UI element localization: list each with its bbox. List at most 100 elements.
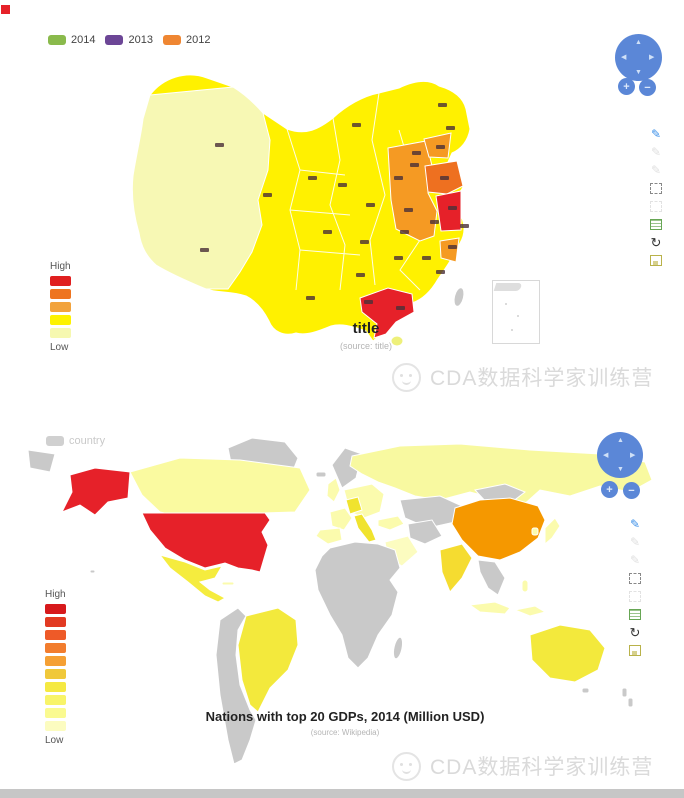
turkey [377,515,405,531]
watermark: CDA数据科学家训练营 [392,362,653,392]
pan-left-icon[interactable]: ◀ [621,54,627,61]
datarange-swatch[interactable] [45,656,66,666]
datarange-swatch[interactable] [50,328,71,338]
corner-red-marker [1,5,10,14]
pan-right-icon[interactable]: ▶ [649,54,655,61]
datarange-swatch[interactable] [45,721,66,731]
save-as-image-icon[interactable] [629,645,641,656]
mark-undo-icon[interactable]: ✎ [650,145,662,159]
datarange-swatch[interactable] [45,643,66,653]
south-china-sea-inset [492,280,540,344]
year-legend: 2014 2013 2012 [48,34,210,46]
pan-right-icon[interactable]: ▶ [630,452,636,459]
legend-item-country[interactable]: country [46,435,105,447]
china-toolbox: ✎ ✎ ✎ ↻ [648,128,664,267]
datarange-swatch[interactable] [50,302,71,312]
japan [544,517,561,546]
data-zoom-reset-icon[interactable] [650,201,662,212]
mark-undo-icon[interactable]: ✎ [629,535,641,549]
france [329,507,353,531]
spain [315,527,343,545]
datarange-swatch[interactable] [45,695,66,705]
legend-label-country: country [69,435,106,447]
germany [345,496,363,515]
chart-subtitle: (source: Wikipedia) [310,728,380,737]
pan-up-icon[interactable]: ▲ [617,437,624,444]
datarange-swatch[interactable] [45,617,66,627]
world-title-block: Nations with top 20 GDPs, 2014 (Million … [175,709,515,737]
south-america-west [215,607,257,765]
legend-swatch-2013 [105,35,124,45]
data-view-icon[interactable] [629,609,641,620]
datarange-swatch[interactable] [45,708,66,718]
world-gdp-map-panel: country ▲ ▼ ◀ ▶ + − ✎ ✎ ✎ ↻ H [0,420,684,790]
china-title-block: title (source: title) [266,320,466,351]
alaska [60,467,131,516]
india [439,543,473,593]
data-zoom-icon[interactable] [629,573,641,584]
data-zoom-icon[interactable] [650,183,662,194]
chart-title: title [352,320,380,337]
chart-title: Nations with top 20 GDPs, 2014 (Million … [205,709,485,724]
iceland [315,471,327,478]
legend-item-2014[interactable]: 2014 [48,34,95,46]
datarange-swatch[interactable] [45,682,66,692]
restore-icon[interactable]: ↻ [650,235,662,250]
datarange-swatch[interactable] [50,276,71,286]
new-zealand-north [621,687,628,698]
zoom-out-button[interactable]: − [639,79,656,96]
world-datarange: High Low [45,588,66,747]
pan-down-icon[interactable]: ▼ [617,466,624,473]
pan-up-icon[interactable]: ▲ [635,39,642,46]
inset-land [493,283,523,291]
cuba [221,581,235,586]
zoom-in-button[interactable]: + [601,481,618,498]
data-zoom-reset-icon[interactable] [629,591,641,602]
mark-clear-icon[interactable]: ✎ [629,553,641,567]
mark-clear-icon[interactable]: ✎ [650,163,662,177]
province-labels [200,103,469,310]
region-taiwan [454,288,464,306]
province-hainan [390,335,404,347]
datarange-swatch[interactable] [45,669,66,679]
province-guangdong [359,287,415,339]
philippines [521,579,529,593]
datarange-swatch[interactable] [45,604,66,614]
watermark-text: CDA数据科学家训练营 [430,756,654,779]
china-gdp-map-panel: 2014 2013 2012 ▲ ▼ ◀ ▶ + − ✎ [0,0,684,420]
pan-control[interactable]: ▲ ▼ ◀ ▶ [615,34,662,81]
iran [407,519,443,545]
world-map[interactable] [0,420,684,790]
pan-left-icon[interactable]: ◀ [603,452,609,459]
datarange-swatch[interactable] [50,315,71,325]
legend-label-2013: 2013 [128,34,153,46]
datarange-high-label: High [50,261,71,272]
datarange-low-label: Low [45,735,64,746]
united-kingdom [326,477,341,503]
indonesia-east [513,605,547,617]
save-as-image-icon[interactable] [650,255,662,266]
mark-icon[interactable]: ✎ [629,517,641,531]
zoom-in-button[interactable]: + [618,78,635,95]
china-map[interactable] [0,0,684,420]
mark-icon[interactable]: ✎ [650,127,662,141]
legend-label-2012: 2012 [185,34,211,46]
restore-icon[interactable]: ↻ [629,625,641,640]
datarange-swatch[interactable] [45,630,66,640]
africa [314,541,401,669]
datarange-low-label: Low [50,342,69,353]
madagascar [392,636,404,660]
pan-control[interactable]: ▲ ▼ ◀ ▶ [597,432,643,478]
legend-item-2012[interactable]: 2012 [162,34,211,46]
inset-island-dot [517,315,519,317]
datarange-swatch[interactable] [50,289,71,299]
legend-swatch-country [46,436,64,446]
zoom-out-button[interactable]: − [623,482,640,499]
legend-item-2013[interactable]: 2013 [105,34,153,46]
legend-swatch-2012 [162,35,181,45]
south-korea [531,527,539,536]
data-view-icon[interactable] [650,219,662,230]
watermark-logo-icon [392,751,421,781]
pan-down-icon[interactable]: ▼ [635,69,642,76]
hawaii [89,569,96,574]
